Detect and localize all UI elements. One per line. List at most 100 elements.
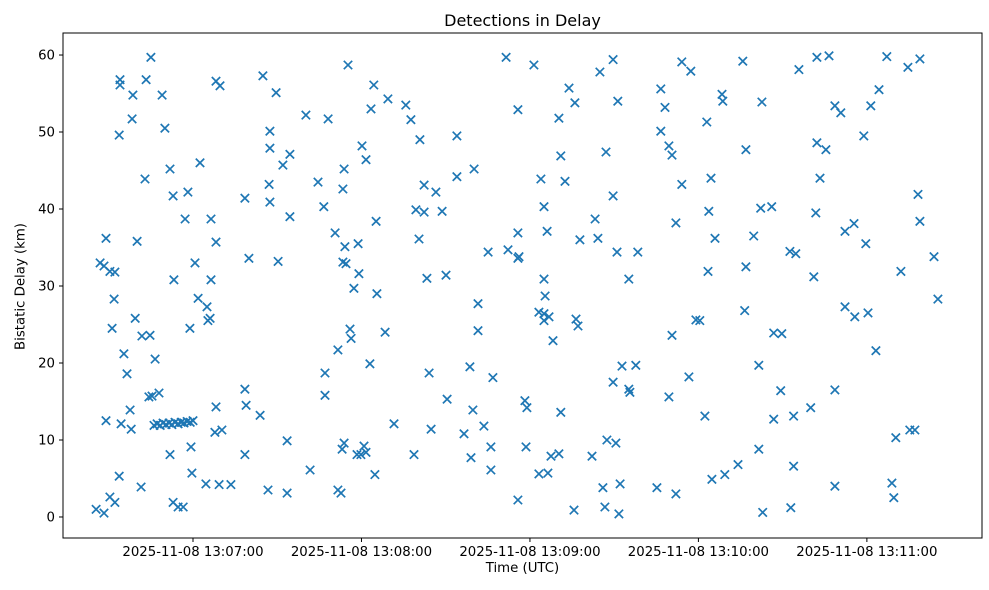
data-point [240,193,250,204]
data-point [676,57,687,67]
data-point [608,54,618,65]
data-point [733,459,743,470]
data-point [503,244,513,255]
data-point [140,174,150,184]
data-point [285,149,295,160]
data-point [587,451,597,462]
data-point [110,267,120,277]
data-point [205,313,215,324]
data-point [890,432,901,443]
data-point [119,348,129,359]
data-point [340,241,350,252]
data-point [285,211,295,222]
data-point [419,180,429,190]
y-tick-label: 30 [38,280,55,295]
data-point [569,505,579,515]
data-point [415,134,425,145]
data-point [719,469,730,480]
data-point [560,176,570,187]
data-point [858,131,869,141]
data-point [667,330,677,341]
data-point [555,407,566,418]
data-point [623,274,634,284]
data-point [459,428,469,439]
data-point [465,361,475,372]
data-point [107,323,117,334]
data-point [201,479,211,489]
data-point [625,387,635,398]
data-point [529,60,539,70]
data-point [913,189,923,200]
data-point [318,201,329,212]
data-point [600,502,610,512]
data-point [154,388,164,398]
data-point [210,427,220,438]
data-point [671,218,681,228]
data-point [150,354,160,364]
data-point [414,234,424,244]
x-tick-label: 2025-11-08 13:10:00 [628,545,769,560]
data-point [812,137,822,148]
data-point [685,66,696,77]
data-point [114,471,125,482]
data-point [240,384,250,395]
data-point [273,256,283,267]
data-point [810,208,821,218]
data-point [466,452,476,463]
data-point [821,144,831,155]
data-point [536,174,546,184]
axes-spines [62,32,983,539]
data-point [333,345,343,355]
data-point [757,507,768,518]
y-tick-label: 50 [38,126,55,141]
data-point [737,56,748,67]
data-point [486,442,496,452]
data-point [768,328,779,338]
data-point [539,308,549,319]
data-point [835,107,846,118]
data-point [183,187,193,197]
data-point [180,214,190,224]
data-point [888,492,899,503]
data-point [409,449,419,460]
data-point [258,70,268,81]
data-point [595,67,605,77]
data-point [389,418,399,429]
data-point [753,360,764,371]
data-point [215,80,225,91]
data-point [426,424,436,435]
data-point [915,54,925,64]
data-point [157,90,167,100]
data-point [339,164,349,174]
data-point [473,325,483,336]
x-axis-label: Time (UTC) [485,561,560,576]
data-point [137,331,147,341]
data-point [165,164,175,174]
data-point [664,141,674,151]
data-point [195,157,205,168]
data-point [790,248,801,259]
data-point [703,266,713,277]
data-point [114,130,125,140]
data-point [608,191,618,201]
data-point [748,231,759,241]
data-point [336,488,346,498]
data-point [660,102,670,113]
data-point [741,144,751,155]
data-point [788,461,799,472]
data-point [341,258,351,269]
data-point [555,151,566,161]
data-point [147,391,157,401]
data-point [623,384,634,395]
data-point [400,100,411,110]
data-point [614,509,624,519]
data-point [757,97,767,107]
data-point [548,335,558,346]
data-point [593,233,603,244]
data-point [241,400,251,411]
data-point [127,114,137,124]
data-point [612,96,623,107]
data-point [383,94,393,104]
data-point [101,233,111,244]
